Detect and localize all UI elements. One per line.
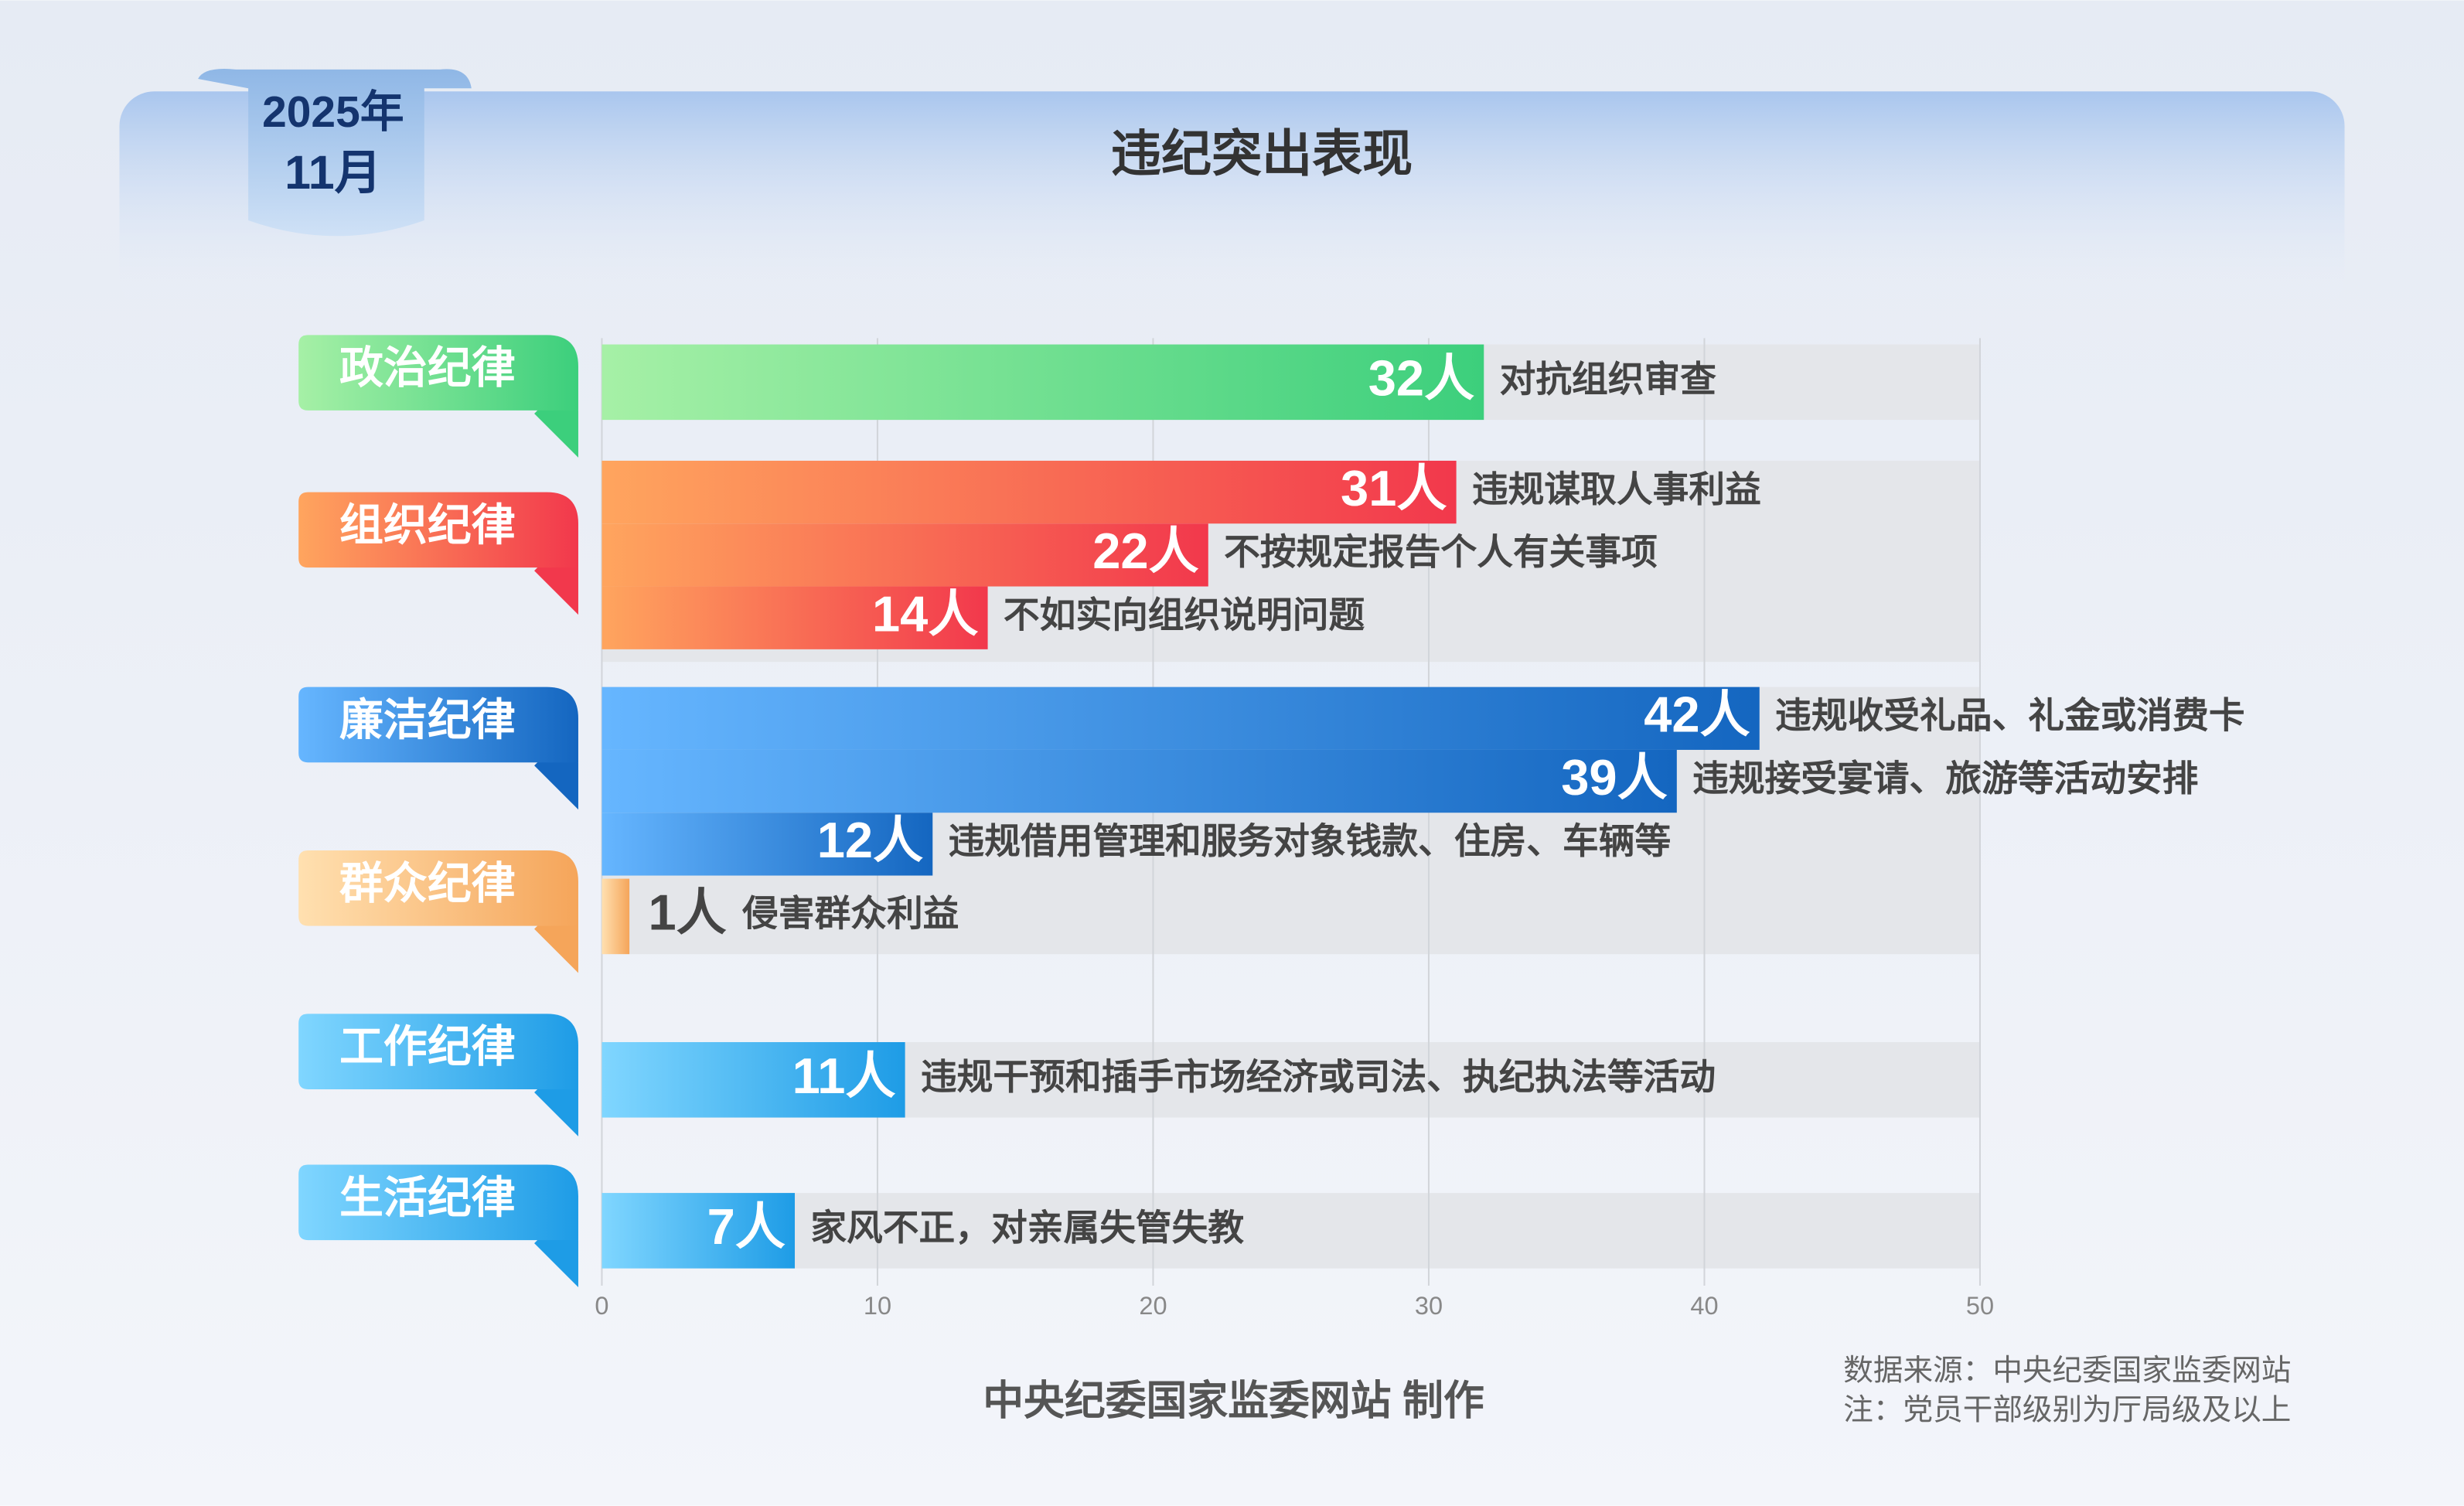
group-label: 廉洁纪律 [339,695,516,744]
bar [602,878,630,955]
value-label: 42人 [1644,686,1750,742]
row-background [602,1193,1980,1269]
value-label: 32人 [1368,350,1474,407]
x-tick-label: 10 [864,1292,891,1320]
group-label: 群众纪律 [339,859,516,908]
group-label: 政治纪律 [339,343,516,393]
bar-description: 违规谋取人事利益 [1472,469,1761,509]
group-tag [534,913,578,973]
bar [602,1041,905,1118]
x-tick-label: 0 [595,1292,608,1320]
group-tag [298,850,578,926]
bar-description: 违规接受宴请、旅游等活动安排 [1692,758,2198,799]
value-label: 1人 [648,884,726,941]
value-label: 14人 [872,585,978,642]
bar [602,1193,796,1269]
value-label: 11人 [792,1048,896,1104]
bar [602,586,988,649]
bar [602,523,1208,587]
bar-description: 违规借用管理和服务对象钱款、住房、车辆等 [949,821,1672,861]
value-label: 22人 [1092,523,1198,579]
group-label: 生活纪律 [339,1173,516,1222]
bar [602,344,1484,421]
chart-title: 违纪突出表现 [1111,125,1413,182]
badge-year: 2025年 [262,87,404,137]
date-badge [198,69,472,237]
bar-description: 家风不正，对亲属失管失教 [810,1208,1244,1248]
group-tag [534,1076,578,1136]
group-tag [298,335,578,411]
x-tick-label: 50 [1966,1292,1994,1320]
group-tag [298,1164,578,1241]
bar [602,749,1677,813]
header-band [119,91,2345,312]
group-tag [534,749,578,810]
x-tick-label: 40 [1690,1292,1718,1320]
bar-description: 对抗组织审查 [1500,359,1717,400]
bar [602,687,1760,750]
bar-description: 违规收受礼品、礼金或消费卡 [1775,696,2245,736]
bar-description: 侵害群众利益 [741,894,959,934]
footer: 中央纪委国家监委网站 制作 [983,1378,1484,1423]
group-tag [534,1227,578,1288]
group-tag [534,554,578,615]
group-tag [298,492,578,568]
value-label: 31人 [1341,460,1447,516]
source: 数据来源：中央纪委国家监委网站 [1843,1354,2291,1388]
group-tag [298,1014,578,1089]
bar [602,813,933,876]
x-tick-label: 30 [1415,1292,1443,1320]
value-label: 39人 [1561,749,1667,806]
value-label: 12人 [817,812,923,868]
badge-month: 11月 [285,146,381,199]
note: 注：党员干部级别为厅局级及以上 [1843,1394,2291,1427]
x-tick-label: 20 [1139,1292,1167,1320]
bar-description: 不如实向组织说明问题 [1004,595,1365,635]
group-label: 组织纪律 [339,500,516,550]
group-tag [298,687,578,763]
bar-description: 违规干预和插手市场经济或司法、执纪执法等活动 [921,1057,1716,1097]
row-background [602,878,1980,955]
bar [602,460,1457,524]
group-label: 工作纪律 [339,1022,516,1072]
group-tag [534,397,578,458]
bar-description: 不按规定报告个人有关事项 [1224,532,1658,572]
value-label: 7人 [707,1198,786,1255]
